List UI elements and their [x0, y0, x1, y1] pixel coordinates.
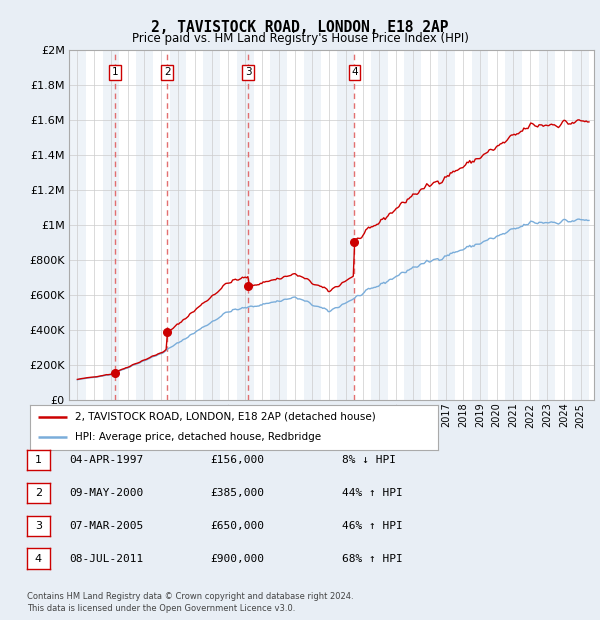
Text: £650,000: £650,000	[210, 521, 264, 531]
Text: 2, TAVISTOCK ROAD, LONDON, E18 2AP (detached house): 2, TAVISTOCK ROAD, LONDON, E18 2AP (deta…	[75, 412, 376, 422]
Text: 2: 2	[35, 488, 42, 498]
Bar	[103, 50, 119, 400]
Text: HPI: Average price, detached house, Redbridge: HPI: Average price, detached house, Redb…	[75, 432, 321, 443]
Text: £385,000: £385,000	[210, 488, 264, 498]
Text: £156,000: £156,000	[210, 455, 264, 465]
Bar	[136, 50, 153, 400]
Bar	[404, 50, 421, 400]
Bar	[270, 50, 287, 400]
Text: £900,000: £900,000	[210, 554, 264, 564]
Bar	[539, 50, 556, 400]
Bar	[237, 50, 254, 400]
Text: Contains HM Land Registry data © Crown copyright and database right 2024.
This d: Contains HM Land Registry data © Crown c…	[27, 592, 353, 613]
Bar	[438, 50, 455, 400]
Text: 46% ↑ HPI: 46% ↑ HPI	[342, 521, 403, 531]
Text: 3: 3	[245, 68, 251, 78]
Text: 68% ↑ HPI: 68% ↑ HPI	[342, 554, 403, 564]
Text: 8% ↓ HPI: 8% ↓ HPI	[342, 455, 396, 465]
Text: 4: 4	[351, 68, 358, 78]
Bar	[505, 50, 522, 400]
Text: 07-MAR-2005: 07-MAR-2005	[69, 521, 143, 531]
Bar	[69, 50, 86, 400]
Text: 2, TAVISTOCK ROAD, LONDON, E18 2AP: 2, TAVISTOCK ROAD, LONDON, E18 2AP	[151, 20, 449, 35]
Bar	[337, 50, 354, 400]
Bar	[170, 50, 187, 400]
Text: 44% ↑ HPI: 44% ↑ HPI	[342, 488, 403, 498]
Text: 3: 3	[35, 521, 42, 531]
Text: Price paid vs. HM Land Registry's House Price Index (HPI): Price paid vs. HM Land Registry's House …	[131, 32, 469, 45]
Text: 1: 1	[35, 455, 42, 465]
Bar	[304, 50, 320, 400]
Bar	[472, 50, 488, 400]
Text: 04-APR-1997: 04-APR-1997	[69, 455, 143, 465]
Bar	[203, 50, 220, 400]
Text: 2: 2	[164, 68, 170, 78]
Text: 09-MAY-2000: 09-MAY-2000	[69, 488, 143, 498]
Text: 4: 4	[35, 554, 42, 564]
Text: 08-JUL-2011: 08-JUL-2011	[69, 554, 143, 564]
Bar	[572, 50, 589, 400]
Text: 1: 1	[112, 68, 119, 78]
Bar	[371, 50, 388, 400]
